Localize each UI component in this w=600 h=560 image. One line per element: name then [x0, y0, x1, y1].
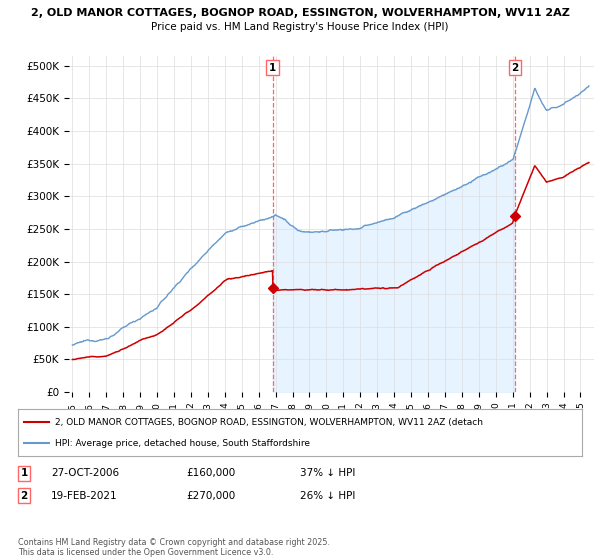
Text: £270,000: £270,000	[186, 491, 235, 501]
Text: 2, OLD MANOR COTTAGES, BOGNOP ROAD, ESSINGTON, WOLVERHAMPTON, WV11 2AZ: 2, OLD MANOR COTTAGES, BOGNOP ROAD, ESSI…	[31, 8, 569, 18]
Text: 2, OLD MANOR COTTAGES, BOGNOP ROAD, ESSINGTON, WOLVERHAMPTON, WV11 2AZ (detach: 2, OLD MANOR COTTAGES, BOGNOP ROAD, ESSI…	[55, 418, 482, 427]
Text: 2: 2	[20, 491, 28, 501]
Text: HPI: Average price, detached house, South Staffordshire: HPI: Average price, detached house, Sout…	[55, 438, 310, 447]
Text: Price paid vs. HM Land Registry's House Price Index (HPI): Price paid vs. HM Land Registry's House …	[151, 22, 449, 32]
Text: 27-OCT-2006: 27-OCT-2006	[51, 468, 119, 478]
Text: £160,000: £160,000	[186, 468, 235, 478]
Text: 19-FEB-2021: 19-FEB-2021	[51, 491, 118, 501]
Text: 2: 2	[511, 63, 518, 73]
Text: 1: 1	[269, 63, 276, 73]
Text: 26% ↓ HPI: 26% ↓ HPI	[300, 491, 355, 501]
Text: Contains HM Land Registry data © Crown copyright and database right 2025.
This d: Contains HM Land Registry data © Crown c…	[18, 538, 330, 557]
Text: 37% ↓ HPI: 37% ↓ HPI	[300, 468, 355, 478]
Text: 1: 1	[20, 468, 28, 478]
